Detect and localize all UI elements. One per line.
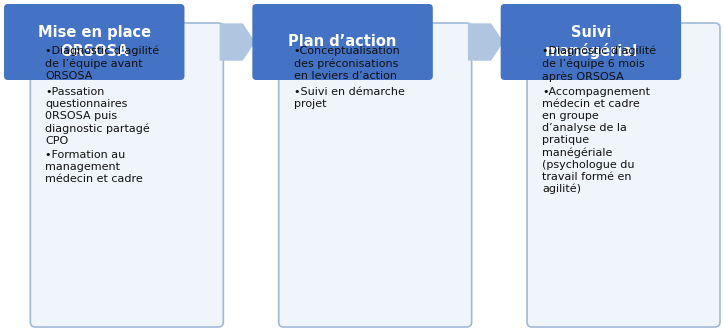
Text: Suivi
manégérial: Suivi manégérial <box>544 24 638 59</box>
Text: Plan d’action: Plan d’action <box>288 35 397 50</box>
FancyBboxPatch shape <box>527 23 720 327</box>
FancyBboxPatch shape <box>4 4 184 80</box>
Text: •Formation au
management
médecin et cadre: •Formation au management médecin et cadr… <box>46 150 143 184</box>
FancyBboxPatch shape <box>278 23 471 327</box>
FancyBboxPatch shape <box>30 23 223 327</box>
Text: •Passation
questionnaires
0RSOSA puis
diagnostic partagé
CPO: •Passation questionnaires 0RSOSA puis di… <box>46 87 150 146</box>
Text: •Diagnostic d’agilité
de l’équipe 6 mois
après ORSOSA: •Diagnostic d’agilité de l’équipe 6 mois… <box>542 46 656 82</box>
Polygon shape <box>469 24 502 60</box>
Text: Mise en place
ORSOSA: Mise en place ORSOSA <box>38 25 151 59</box>
Text: •Conceptualisation
des préconisations
en leviers d’action: •Conceptualisation des préconisations en… <box>294 46 401 81</box>
Text: •Diagnostic d’agilité
de l’équipe avant
ORSOSA: •Diagnostic d’agilité de l’équipe avant … <box>46 46 160 81</box>
Text: •Suivi en démarche
projet: •Suivi en démarche projet <box>294 87 405 109</box>
FancyBboxPatch shape <box>500 4 681 80</box>
Text: •Accompagnement
médecin et cadre
en groupe
d’analyse de la
pratique
manégériale
: •Accompagnement médecin et cadre en grou… <box>542 87 650 194</box>
Polygon shape <box>221 24 254 60</box>
FancyBboxPatch shape <box>252 4 433 80</box>
